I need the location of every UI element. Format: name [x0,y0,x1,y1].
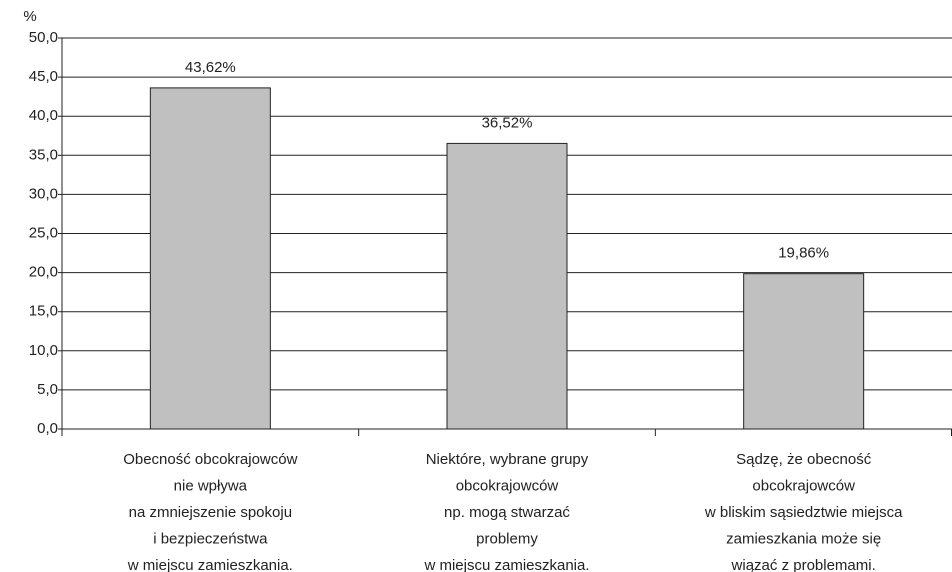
x-tick-label: wiązać z problemami. [731,557,876,572]
x-tick-label: np. mogą stwarzać [444,504,570,521]
x-tick-label: nie wpływa [174,477,248,494]
bar [743,273,865,430]
data-label: 36,52% [482,114,533,131]
x-tick-label: w miejscu zamieszkania. [127,557,293,572]
data-label: 19,86% [778,245,829,262]
x-tick-label: i bezpieczeństwa [153,530,268,547]
y-tick-label: 20,0 [29,264,58,281]
data-label: 43,62% [185,59,236,76]
y-tick-label: 50,0 [29,29,58,46]
y-axis-label: % [23,8,36,25]
y-tick-label: 15,0 [29,303,58,320]
y-tick-label: 0,0 [37,420,58,437]
y-tick-label: 45,0 [29,68,58,85]
y-tick-label: 10,0 [29,342,58,359]
x-tick-label: obcokrajowców [456,477,559,494]
bar [446,142,568,430]
y-tick-label: 5,0 [37,381,58,398]
x-tick-label: Niektóre, wybrane grupy [426,451,589,468]
y-tick-label: 25,0 [29,224,58,241]
x-tick-label: problemy [476,530,538,547]
x-tick-label: w miejscu zamieszkania. [423,557,589,572]
y-tick-label: 40,0 [29,107,58,124]
x-tick-label: obcokrajowców [752,477,855,494]
x-tick-label: na zmniejszenie spokoju [129,504,292,521]
y-tick-label: 35,0 [29,146,58,163]
bar [149,87,271,430]
x-tick-label: zamieszkania może się [726,530,881,547]
x-tick-label: Sądzę, że obecność [736,451,872,468]
y-tick-label: 30,0 [29,185,58,202]
x-tick-label: w bliskim sąsiedztwie miejsca [704,504,903,521]
x-tick-label: Obecność obcokrajowców [123,451,297,468]
